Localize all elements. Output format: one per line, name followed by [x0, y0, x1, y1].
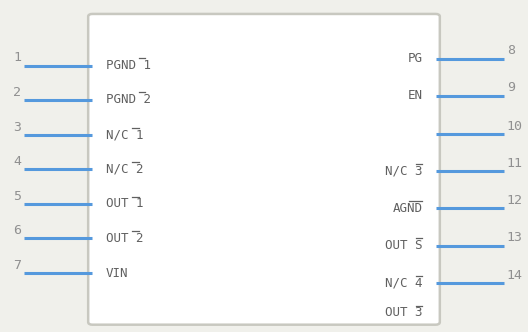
Text: 14: 14: [507, 269, 523, 282]
Text: 9: 9: [507, 81, 515, 94]
FancyBboxPatch shape: [88, 14, 440, 325]
Text: 7: 7: [13, 259, 21, 272]
Text: PGND 1: PGND 1: [106, 59, 150, 72]
Text: 1: 1: [13, 51, 21, 64]
Text: 10: 10: [507, 120, 523, 133]
Text: N/C 1: N/C 1: [106, 129, 143, 142]
Text: 2: 2: [13, 86, 21, 99]
Text: OUT S: OUT S: [385, 239, 422, 252]
Text: 11: 11: [507, 157, 523, 170]
Text: N/C 3: N/C 3: [385, 164, 422, 177]
Text: PGND 2: PGND 2: [106, 93, 150, 106]
Text: PG: PG: [408, 52, 422, 65]
Text: EN: EN: [408, 89, 422, 102]
Text: 6: 6: [13, 224, 21, 237]
Text: 4: 4: [13, 155, 21, 168]
Text: N/C 2: N/C 2: [106, 163, 143, 176]
Text: 3: 3: [13, 121, 21, 134]
Text: 8: 8: [507, 44, 515, 57]
Text: VIN: VIN: [106, 267, 128, 280]
Text: OUT 2: OUT 2: [106, 232, 143, 245]
Text: N/C 4: N/C 4: [385, 277, 422, 290]
Text: 5: 5: [13, 190, 21, 203]
Text: 12: 12: [507, 194, 523, 207]
Text: OUT 1: OUT 1: [106, 198, 143, 210]
Text: AGND: AGND: [392, 202, 422, 215]
Text: OUT 3: OUT 3: [385, 306, 422, 319]
Text: 13: 13: [507, 231, 523, 244]
